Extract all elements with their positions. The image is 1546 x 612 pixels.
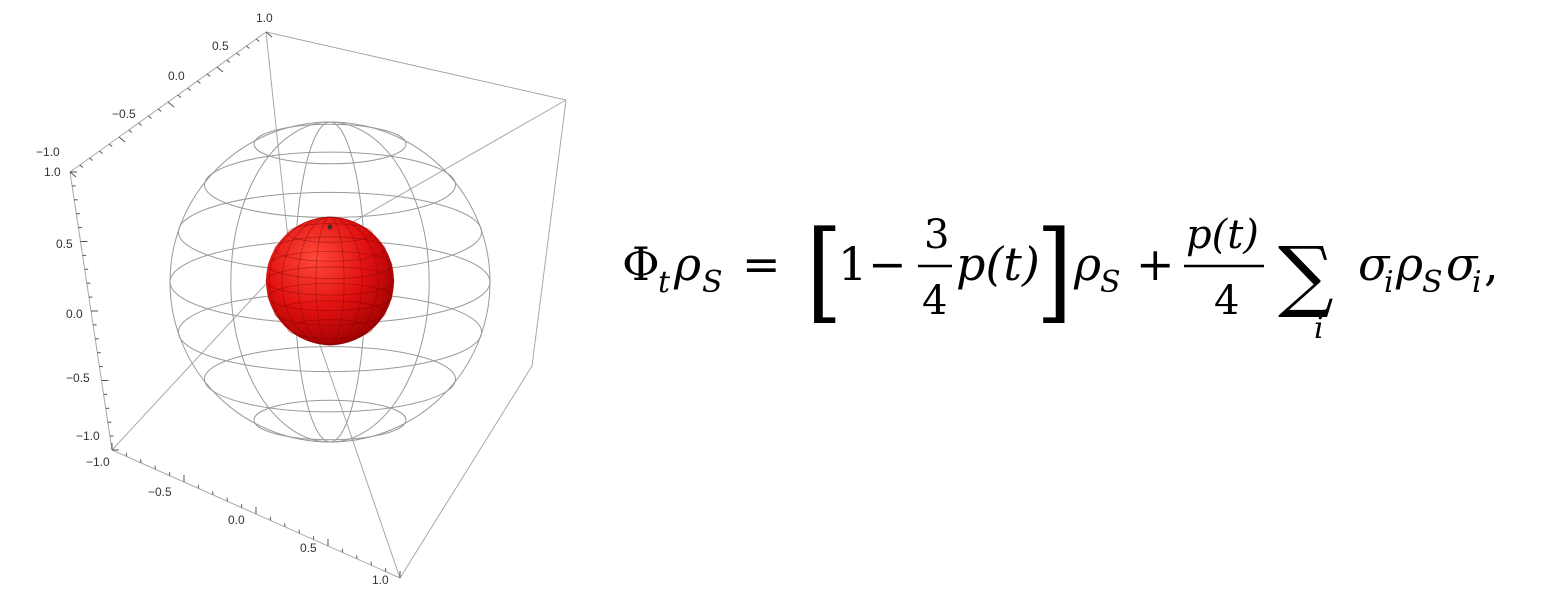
tick-mark bbox=[79, 164, 84, 168]
tick-label: 0.0 bbox=[168, 69, 185, 83]
inner-sphere-latitude bbox=[287, 223, 373, 243]
tick-mark bbox=[138, 122, 142, 126]
tick-mark bbox=[118, 136, 126, 143]
tick-mark bbox=[216, 66, 224, 73]
box-edge bbox=[265, 31, 567, 101]
tick-mark bbox=[265, 31, 273, 38]
tick-mark bbox=[167, 101, 175, 108]
fraction-denominator-4: 4 bbox=[1214, 278, 1239, 324]
inner-sphere-latitude bbox=[267, 250, 393, 280]
summation-sign: ∑ bbox=[1278, 231, 1334, 321]
tick-mark bbox=[69, 171, 77, 178]
rho-subscript-s: S bbox=[1100, 265, 1121, 300]
bloch-sphere-plot: 1.0 0.5 0.0 −0.5 −1.0 1.0 0.5 0.0 −0.5 −… bbox=[36, 11, 567, 587]
tick-label: 0.5 bbox=[212, 39, 229, 53]
inner-sphere-latitude bbox=[274, 300, 386, 326]
tick-label: 0.0 bbox=[66, 307, 83, 321]
box-edge bbox=[70, 100, 566, 172]
tick-mark bbox=[128, 129, 133, 133]
sigma-subscript-i: i bbox=[1472, 265, 1482, 300]
left-bracket: [ bbox=[806, 207, 843, 334]
tick-mark bbox=[187, 87, 191, 91]
tick-label: 1.0 bbox=[256, 11, 273, 25]
inner-sphere-pole bbox=[327, 224, 333, 230]
tick-mark bbox=[157, 108, 162, 112]
fraction-numerator-p-of-t: p(t) bbox=[1186, 212, 1259, 258]
inner-sphere-latitude bbox=[267, 282, 393, 312]
tick-label: 1.0 bbox=[44, 165, 61, 179]
inner-sphere-latitude bbox=[274, 236, 386, 262]
tick-mark bbox=[197, 80, 201, 84]
rho-subscript-s: S bbox=[702, 265, 723, 300]
sigma-symbol: σ bbox=[1446, 237, 1479, 291]
right-bracket: ] bbox=[1036, 207, 1073, 334]
inner-sphere-meridian bbox=[297, 216, 363, 346]
formula-rho-term: ρ S + bbox=[1073, 237, 1175, 300]
inner-sphere-body bbox=[266, 217, 394, 345]
one: 1 bbox=[838, 237, 867, 291]
box-edge bbox=[265, 31, 291, 259]
tick-mark bbox=[255, 38, 260, 42]
rho-symbol: ρ bbox=[1395, 237, 1423, 291]
inner-sphere-meridian bbox=[315, 216, 345, 346]
tick-label: −1.0 bbox=[76, 429, 100, 443]
tick-label: 1.0 bbox=[372, 573, 389, 587]
plus-sign: + bbox=[1136, 237, 1175, 291]
formula-lhs: Φ t ρ S = bbox=[622, 237, 781, 300]
tick-mark bbox=[226, 59, 231, 63]
trailing-comma: , bbox=[1484, 237, 1499, 291]
tick-mark bbox=[89, 157, 93, 161]
tick-mark bbox=[99, 150, 103, 154]
inner-sphere-latitude bbox=[265, 266, 395, 296]
tick-mark bbox=[148, 115, 152, 119]
tick-mark bbox=[206, 73, 211, 77]
sigma-symbol: σ bbox=[1358, 237, 1391, 291]
wireframe-latitude bbox=[253, 123, 407, 165]
equals-sign: = bbox=[742, 237, 781, 291]
summation-index-i: i bbox=[1314, 311, 1324, 346]
tick-label: 0.5 bbox=[56, 237, 73, 251]
box-edge bbox=[531, 99, 567, 367]
fraction-numerator-3: 3 bbox=[924, 212, 949, 258]
box-edge bbox=[399, 365, 533, 579]
phi-symbol: Φ bbox=[622, 237, 660, 291]
inner-sphere-meridian bbox=[268, 216, 392, 346]
phi-subscript-t: t bbox=[658, 265, 671, 300]
tick-label: 0.0 bbox=[228, 513, 245, 527]
box-edge bbox=[111, 257, 291, 451]
p-of-t: p(t) bbox=[956, 237, 1040, 291]
tick-mark bbox=[177, 94, 182, 98]
rho-symbol: ρ bbox=[1073, 237, 1101, 291]
rho-subscript-s: S bbox=[1422, 265, 1443, 300]
fraction-denominator-4: 4 bbox=[922, 278, 947, 324]
tick-mark bbox=[246, 45, 250, 49]
tick-mark bbox=[236, 52, 240, 56]
sigma-subscript-i: i bbox=[1384, 265, 1394, 300]
top-edge-ticks: 1.0 0.5 0.0 −0.5 −1.0 bbox=[36, 11, 273, 159]
inner-sphere-meridian bbox=[281, 216, 379, 346]
vertical-edge-ticks: 1.0 0.5 0.0 −0.5 −1.0 bbox=[44, 165, 100, 443]
inner-sphere bbox=[265, 216, 395, 346]
formula-sum-term: p(t) 4 ∑ i σ i ρ S σ i , bbox=[1184, 212, 1499, 346]
tick-label: −0.5 bbox=[148, 485, 172, 499]
minus-sign: − bbox=[868, 237, 907, 291]
wireframe-latitude bbox=[203, 346, 457, 413]
tick-label: −0.5 bbox=[112, 107, 136, 121]
tick-mark bbox=[108, 143, 113, 147]
wireframe-latitude bbox=[253, 399, 407, 441]
tick-label: 0.5 bbox=[300, 541, 317, 555]
bottom-edge-ticks: −1.0 −0.5 0.0 0.5 1.0 bbox=[86, 455, 389, 587]
inner-sphere-latitude bbox=[287, 319, 373, 339]
tick-label: −1.0 bbox=[86, 455, 110, 469]
channel-formula: Φ t ρ S = [ 1 − 3 4 p(t) ] ρ S + p(t) 4 … bbox=[622, 207, 1499, 346]
tick-label: −0.5 bbox=[66, 371, 90, 385]
tick-label: −1.0 bbox=[36, 145, 60, 159]
rho-symbol: ρ bbox=[673, 237, 701, 291]
formula-bracket-term: [ 1 − 3 4 p(t) ] bbox=[806, 207, 1073, 334]
